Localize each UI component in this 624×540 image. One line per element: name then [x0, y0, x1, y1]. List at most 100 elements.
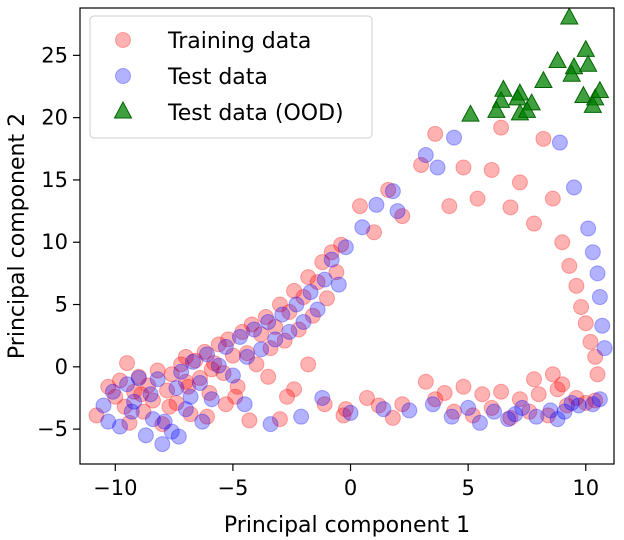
data-point-ood [578, 54, 598, 72]
y-tick-label: 25 [41, 43, 68, 67]
data-point-test [446, 129, 463, 146]
data-point-test [104, 383, 121, 400]
data-point-training [227, 388, 244, 405]
data-point-training [380, 181, 397, 198]
data-point-test [111, 418, 128, 435]
data-point-training [276, 332, 293, 349]
data-point-training [446, 403, 463, 420]
data-point-training [107, 388, 124, 405]
data-point-training [535, 130, 552, 147]
data-point-test [295, 313, 312, 330]
data-point-test [375, 401, 392, 418]
data-point-training [544, 366, 561, 383]
data-point-training [149, 362, 166, 379]
data-point-test [137, 427, 154, 444]
data-point-training [144, 392, 161, 409]
data-point-test [591, 289, 608, 306]
data-point-training [394, 208, 411, 225]
data-point-ood [487, 100, 506, 118]
data-point-training [573, 299, 590, 316]
data-point-test [199, 346, 216, 363]
data-point-test [589, 265, 606, 282]
data-point-ood [494, 79, 513, 97]
y-tick-label: 15 [41, 168, 68, 192]
x-tick-label: 10 [572, 476, 599, 500]
data-point-test [460, 399, 477, 416]
data-point-training [502, 409, 519, 426]
data-point-training [154, 416, 171, 433]
data-point-training [234, 323, 251, 340]
data-point-training [267, 318, 284, 335]
data-point-training [300, 269, 317, 286]
data-point-test [281, 323, 298, 340]
data-point-ood [517, 100, 537, 118]
data-point-test [236, 396, 253, 413]
data-point-ood [562, 64, 581, 82]
data-point-test [203, 391, 220, 408]
data-point-test [417, 147, 434, 164]
legend-label-ood: Test data (OOD) [167, 101, 344, 126]
data-point-training [203, 361, 220, 378]
data-point-training [587, 392, 604, 409]
data-point-ood [559, 7, 579, 25]
plot-frame [79, 7, 615, 465]
data-point-training [526, 215, 543, 232]
data-point-test [224, 367, 241, 384]
data-point-test [556, 403, 573, 420]
data-point-training [290, 321, 307, 338]
data-point-test [246, 321, 263, 338]
data-point-test [126, 393, 143, 410]
data-point-training [333, 236, 350, 253]
x-axis-title: Principal component 1 [224, 513, 470, 538]
data-point-test [443, 408, 460, 425]
data-point-test [309, 301, 326, 318]
data-point-training [140, 377, 157, 394]
data-point-training [502, 199, 519, 216]
data-point-training [243, 316, 260, 333]
data-point-training [370, 397, 387, 414]
data-point-test [182, 388, 199, 405]
x-tick-label: −10 [93, 476, 137, 500]
data-point-test [142, 386, 159, 403]
data-point-test [323, 251, 340, 268]
data-point-test [302, 284, 319, 301]
data-point-training [558, 397, 575, 414]
data-point-training [163, 366, 180, 383]
data-point-training [119, 355, 136, 372]
data-point-test [384, 183, 401, 200]
legend-marker-ood [113, 100, 133, 119]
data-point-ood [548, 50, 567, 69]
data-point-test [316, 271, 333, 288]
data-point-test [130, 370, 147, 387]
data-point-test [231, 328, 248, 345]
data-point-test [274, 306, 291, 323]
data-point-training [300, 356, 317, 373]
data-point-training [549, 381, 566, 398]
data-point-training [358, 389, 375, 406]
data-point-training [521, 403, 538, 420]
data-point-test [168, 380, 185, 396]
data-point-training [133, 386, 150, 403]
data-point-training [493, 119, 510, 136]
data-point-test [210, 357, 227, 374]
data-point-training [483, 161, 500, 178]
data-point-test [389, 203, 406, 220]
data-point-test [262, 416, 279, 433]
data-point-test [314, 389, 331, 406]
data-point-test [123, 403, 140, 420]
data-point-test [549, 411, 566, 428]
data-point-test [239, 348, 256, 365]
data-point-test [163, 423, 180, 440]
data-point-training [241, 412, 258, 429]
data-point-training [366, 224, 383, 241]
data-point-training [589, 366, 606, 383]
data-point-training [220, 331, 237, 348]
data-point-training [180, 378, 197, 395]
data-point-training [111, 372, 128, 389]
data-point-test [596, 340, 613, 357]
data-point-test [95, 397, 112, 414]
data-point-training [161, 398, 178, 415]
data-point-training [295, 289, 312, 306]
data-point-training [568, 277, 585, 294]
data-point-training [130, 368, 147, 385]
